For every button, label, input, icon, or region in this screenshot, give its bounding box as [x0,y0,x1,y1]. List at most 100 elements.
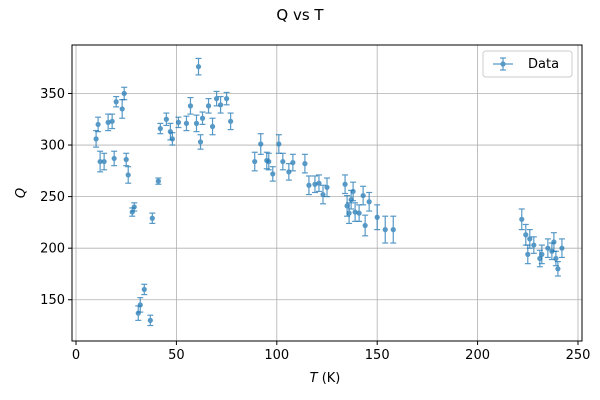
data-marker [147,317,153,323]
data-marker [183,120,190,126]
data-point [350,181,357,202]
data-marker [266,158,272,165]
data-point [289,153,296,172]
x-tick-label: 200 [465,348,490,363]
data-marker [187,103,194,109]
data-point [227,112,234,131]
x-axis-label: T (K) [310,371,341,386]
data-point [149,212,156,225]
y-tick-label: 300 [40,139,65,154]
data-marker [306,182,312,188]
data-point [209,117,216,136]
data-marker [286,169,292,175]
data-marker [155,178,161,184]
data-point [193,114,200,133]
data-point [111,150,118,167]
y-axis-label: Q [14,188,29,198]
data-marker [374,214,380,220]
y-tick-label: 200 [40,242,65,257]
data-marker [344,203,350,209]
data-marker [356,210,362,216]
x-axis-ticks: 0 50 100 150 200 250 [72,341,590,363]
data-point [125,166,132,184]
data-marker [531,242,537,248]
data-point [121,86,128,101]
data-marker [119,106,125,112]
plot-frame [71,44,583,342]
data-point [217,95,224,114]
legend-label: Data [528,57,559,72]
data-point [558,238,565,259]
x-axis-label-unit: (K) [318,371,341,386]
data-point [518,208,525,231]
data-marker [290,159,296,166]
data-marker [320,191,326,198]
data-point [187,96,194,115]
x-axis-label-symbol: T [310,371,319,386]
data-point [530,236,537,254]
data-point [123,152,130,167]
data-marker [109,118,115,124]
x-tick-label: 100 [264,348,289,363]
data-point [175,116,182,129]
legend-marker [493,57,513,71]
data-point [301,153,308,174]
data-marker [312,181,318,187]
data-point [315,174,322,193]
legend-dot [500,61,506,67]
data-marker [346,210,352,216]
y-tick-label: 350 [40,87,65,102]
data-point [155,177,162,185]
data-marker [105,119,111,125]
data-point [183,115,190,132]
data-point [265,152,272,171]
data-point [169,132,176,146]
data-point [390,215,397,244]
data-point [197,134,204,150]
data-point [305,175,312,196]
data-marker [527,236,533,242]
data-point [538,244,545,265]
data-point [101,152,108,171]
data-marker [101,158,107,165]
data-marker [209,123,216,130]
data-point [311,175,318,194]
data-marker [316,180,322,186]
data-point [526,229,533,249]
data-point [346,202,353,225]
data-marker [525,251,531,257]
data-marker [125,172,131,178]
data-marker [523,232,529,238]
data-marker [97,158,103,165]
chart-title: Q vs T [276,6,324,24]
data-marker [195,64,202,70]
data-point [119,99,126,119]
data-point [319,184,326,205]
data-marker [545,245,551,251]
data-marker [324,184,330,190]
data-point [195,57,202,76]
data-point [279,152,286,171]
data-point [95,116,102,133]
data-point [163,112,170,127]
data-marker [352,209,358,215]
data-marker [93,136,99,142]
data-point [374,204,381,231]
data-marker [175,119,182,125]
data-point [362,214,369,237]
x-tick-label: 50 [168,348,185,363]
data-marker [137,302,143,308]
data-marker [360,192,366,199]
data-marker [539,251,545,257]
data-point [269,166,276,182]
data-point [137,297,144,313]
data-point [109,113,116,130]
data-point [147,314,154,327]
data-marker [228,118,234,124]
data-point [342,174,349,195]
data-marker [350,188,356,195]
data-marker [123,156,129,163]
data-point [93,130,100,148]
data-point [257,133,264,155]
